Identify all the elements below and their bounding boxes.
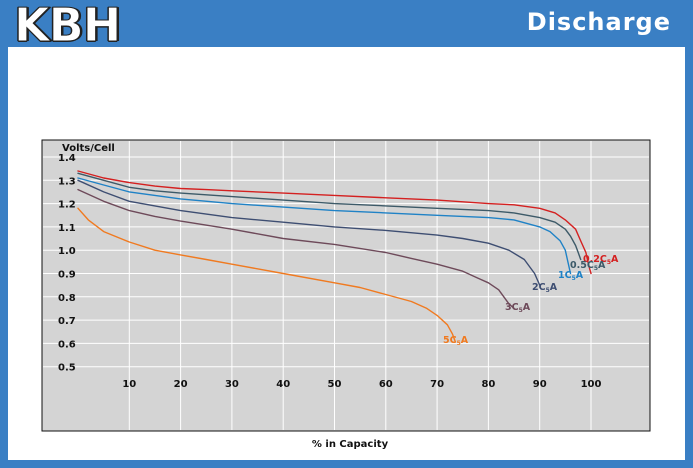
series-label: 0.2C5A: [583, 254, 619, 266]
y-tick-label: 1.3: [58, 176, 76, 187]
series-line-3c: [77, 188, 515, 310]
series-line-2c: [77, 179, 541, 286]
series-label: 0.5C5A: [570, 260, 606, 272]
x-tick-label: 10: [122, 379, 136, 390]
series-label: 1C5A: [558, 270, 584, 282]
series-line-5c: [77, 207, 456, 342]
x-tick-label: 20: [174, 379, 188, 390]
y-axis-label: Volts/Cell: [62, 143, 115, 154]
header-bar: KBH Discharge: [0, 0, 693, 52]
y-tick-label: 0.5: [58, 363, 76, 374]
y-tick-label: 0.8: [58, 293, 76, 304]
x-tick-label: 100: [581, 379, 602, 390]
series-label: 3C5A: [505, 302, 531, 314]
x-tick-label: 50: [328, 379, 342, 390]
page-title: Discharge: [526, 8, 671, 36]
x-tick-label: 60: [379, 379, 393, 390]
series-line-0-2c: [77, 170, 592, 275]
x-axis-label: % in Capacity: [312, 439, 389, 450]
x-tick-label: 70: [430, 379, 444, 390]
y-tick-label: 0.9: [58, 270, 76, 281]
y-tick-label: 1.2: [58, 200, 76, 211]
grid-lines: [43, 141, 649, 430]
series-line-1c: [77, 177, 572, 275]
y-tick-label: 1.0: [58, 246, 76, 257]
series-label: 5C5A: [443, 335, 469, 347]
y-tick-label: 0.7: [58, 316, 76, 327]
series-label: 2C5A: [532, 282, 558, 294]
x-tick-label: 40: [276, 379, 290, 390]
y-axis: 0.5 0.6 0.7 0.8 0.9 1.0 1.1 1.2 1.3 1.4: [58, 153, 76, 374]
y-tick-label: 1.4: [58, 153, 76, 164]
y-tick-label: 1.1: [58, 223, 76, 234]
x-axis: 10 20 30 40 50 60 70 80 90 100: [122, 379, 601, 390]
y-tick-label: 0.6: [58, 339, 76, 350]
kbh-logo: KBH: [13, 0, 121, 52]
x-tick-label: 30: [225, 379, 239, 390]
series-line-0-5c: [77, 172, 582, 261]
x-tick-label: 80: [481, 379, 495, 390]
series-group: [77, 170, 592, 342]
x-tick-label: 90: [533, 379, 547, 390]
